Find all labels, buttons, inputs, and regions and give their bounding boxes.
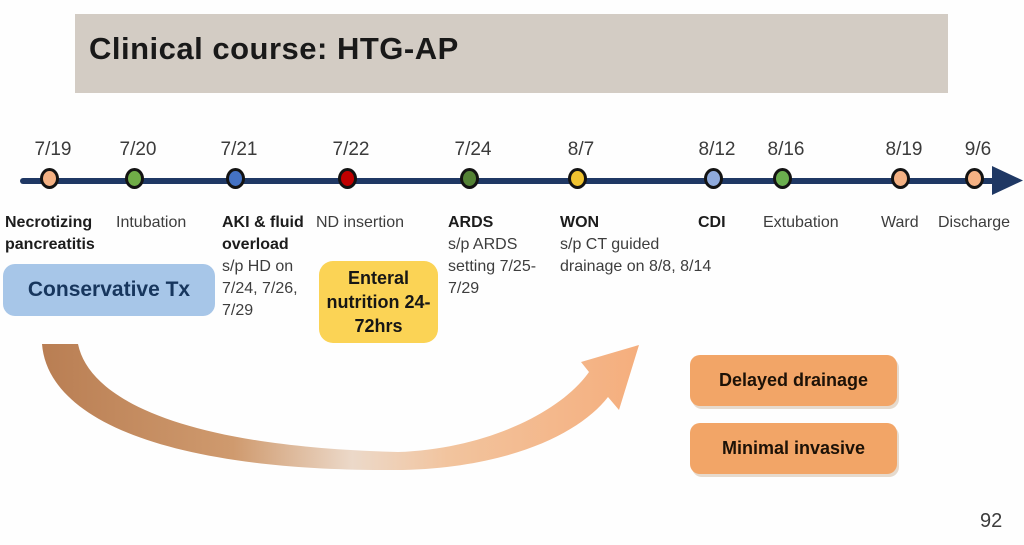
timeline-arrowhead-icon xyxy=(992,166,1023,195)
timeline-marker-icon xyxy=(704,168,723,189)
timeline-marker-icon xyxy=(125,168,144,189)
event-label-discharge: Discharge xyxy=(938,214,1011,231)
event-label-intubation: Intubation xyxy=(116,214,187,231)
timeline-marker-icon xyxy=(40,168,59,189)
timeline-date: 7/19 xyxy=(34,139,72,160)
event-label-won: WON s/p CT guided drainage on 8/8, 8/14 xyxy=(560,214,712,275)
event-label-extubation: Extubation xyxy=(763,214,839,231)
timeline-date: 8/16 xyxy=(767,139,805,160)
timeline-axis xyxy=(20,178,998,184)
curved-arrow xyxy=(42,344,639,471)
timeline-date: 7/22 xyxy=(332,139,370,160)
timeline-date: 7/20 xyxy=(119,139,157,160)
timeline-marker-icon xyxy=(226,168,245,189)
event-label-necrotizing-pancreatitis: Necrotizing pancreatitis xyxy=(5,214,95,253)
enteral-nutrition-box: Enteral nutrition 24-72hrs xyxy=(319,261,438,343)
timeline-marker-icon xyxy=(338,168,357,189)
timeline-date: 7/21 xyxy=(220,139,258,160)
event-label-aki-fluid-overload: AKI & fluid overload s/p HD on 7/24, 7/2… xyxy=(222,214,304,319)
timeline-marker-icon xyxy=(891,168,910,189)
event-label-ward: Ward xyxy=(881,214,919,231)
timeline-date: 7/24 xyxy=(454,139,492,160)
event-label-cdi: CDI xyxy=(698,214,726,231)
page-title: Clinical course: HTG-AP xyxy=(89,31,459,66)
timeline-date: 8/19 xyxy=(885,139,923,160)
timeline-date: 8/7 xyxy=(567,139,595,160)
page-number: 92 xyxy=(980,510,1003,532)
timeline-date: 9/6 xyxy=(964,139,992,160)
delayed-drainage-box: Delayed drainage xyxy=(690,355,897,406)
timeline-marker-icon xyxy=(568,168,587,189)
timeline-marker-icon xyxy=(965,168,984,189)
conservative-tx-box: Conservative Tx xyxy=(3,264,215,316)
timeline-marker-icon xyxy=(460,168,479,189)
timeline-marker-icon xyxy=(773,168,792,189)
timeline-date: 8/12 xyxy=(698,139,736,160)
title-bar: Clinical course: HTG-AP xyxy=(75,14,948,93)
minimal-invasive-box: Minimal invasive xyxy=(690,423,897,474)
event-label-ards: ARDS s/p ARDS setting 7/25-7/29 xyxy=(448,214,537,297)
event-label-nd-insertion: ND insertion xyxy=(316,214,405,231)
